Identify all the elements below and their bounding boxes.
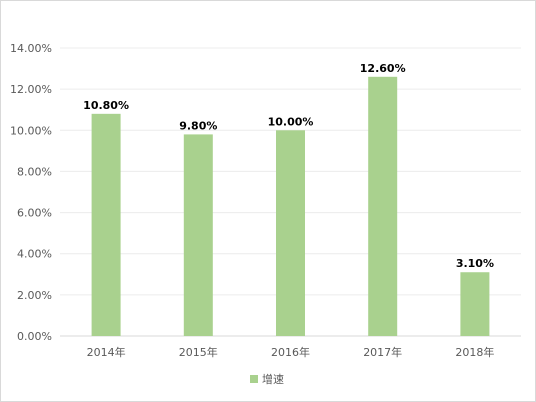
- y-tick-label: 4.00%: [17, 248, 52, 261]
- y-tick-label: 2.00%: [17, 289, 52, 302]
- y-tick-label: 0.00%: [17, 330, 52, 343]
- legend-swatch: [250, 375, 258, 383]
- y-tick-label: 10.00%: [10, 124, 52, 137]
- legend-label: 增速: [262, 372, 284, 386]
- x-tick-label: 2016年: [271, 345, 310, 359]
- data-label: 12.60%: [360, 62, 406, 75]
- data-label: 9.80%: [179, 119, 217, 132]
- bar: [183, 134, 213, 336]
- y-tick-label: 12.00%: [10, 83, 52, 96]
- bar: [460, 272, 490, 336]
- bar: [368, 76, 398, 337]
- bar: [91, 113, 121, 336]
- y-tick-label: 14.00%: [10, 42, 52, 55]
- data-label: 10.80%: [83, 99, 129, 112]
- x-tick-label: 2018年: [455, 345, 494, 359]
- x-tick-label: 2015年: [179, 345, 218, 359]
- data-label: 10.00%: [268, 115, 314, 128]
- y-tick-label: 6.00%: [17, 207, 52, 220]
- y-tick-label: 8.00%: [17, 165, 52, 178]
- x-tick-label: 2017年: [363, 345, 402, 359]
- data-label: 3.10%: [456, 257, 494, 270]
- x-tick-label: 2014年: [87, 345, 126, 359]
- bar: [276, 130, 305, 336]
